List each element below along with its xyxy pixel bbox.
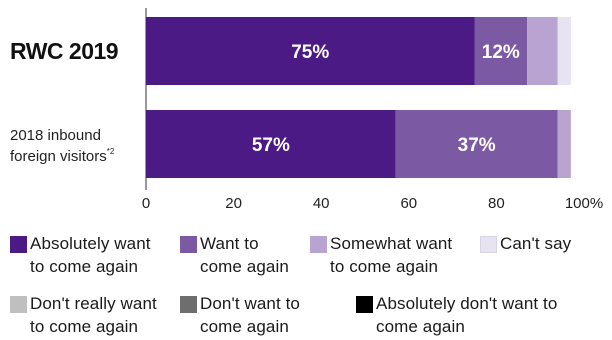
data-label: 37% (458, 135, 496, 156)
category-label: RWC 2019 (10, 38, 118, 64)
x-tick-label: 80 (488, 195, 505, 212)
legend-item: Don't really want to come again (10, 292, 157, 338)
legend-swatch (310, 236, 327, 253)
legend-swatch (356, 296, 373, 313)
legend-swatch (10, 236, 27, 253)
legend-item: Absolutely don't want to come again (356, 292, 557, 338)
x-tick-label: 40 (313, 195, 330, 212)
x-tick-label: 20 (225, 195, 242, 212)
bar-segment-1-series-3 (527, 17, 558, 85)
footnote-marker: *2 (107, 147, 115, 156)
legend-label: Somewhat want to come again (330, 234, 453, 276)
legend-label: Absolutely don't want to come again (376, 294, 558, 336)
x-tick-label: 100% (565, 195, 603, 212)
bar-segment-2-series-2 (395, 110, 558, 178)
chart-legend: Absolutely want to come again Want to com… (0, 228, 612, 340)
category-label: 2018 inbound (10, 127, 101, 144)
legend-item: Don't want to come again (180, 292, 300, 338)
legend-swatch (480, 236, 497, 253)
legend-swatch (180, 296, 197, 313)
stacked-bar-chart: 75% 12% 57% 37% RWC 2019 2018 inbound foreign … (10, 8, 603, 212)
bar-segment-1-series-4 (557, 17, 571, 85)
legend-item: Can't say (480, 232, 571, 255)
legend-label: Can't say (500, 234, 572, 253)
legend-swatch (180, 236, 197, 253)
legend-label: Don't want to come again (200, 294, 300, 336)
x-tick-label: 0 (142, 195, 150, 212)
data-label: 57% (252, 135, 290, 156)
data-label: 75% (291, 42, 329, 63)
category-label: foreign visitors*2 (10, 147, 115, 165)
legend-swatch (10, 296, 27, 313)
x-tick-label: 60 (400, 195, 417, 212)
legend-item: Somewhat want to come again (310, 232, 452, 278)
data-label: 12% (482, 42, 520, 63)
legend-label: Absolutely want to come again (30, 234, 151, 276)
legend-label: Want to come again (200, 234, 289, 276)
legend-label: Don't really want to come again (30, 294, 157, 336)
bar-segment-2-series-3 (557, 110, 571, 178)
bar-segment-2-series-1 (146, 110, 396, 178)
legend-item: Absolutely want to come again (10, 232, 151, 278)
legend-item: Want to come again (180, 232, 289, 278)
bar-segment-1-series-2 (474, 17, 528, 85)
bar-segment-1-series-1 (146, 17, 475, 85)
